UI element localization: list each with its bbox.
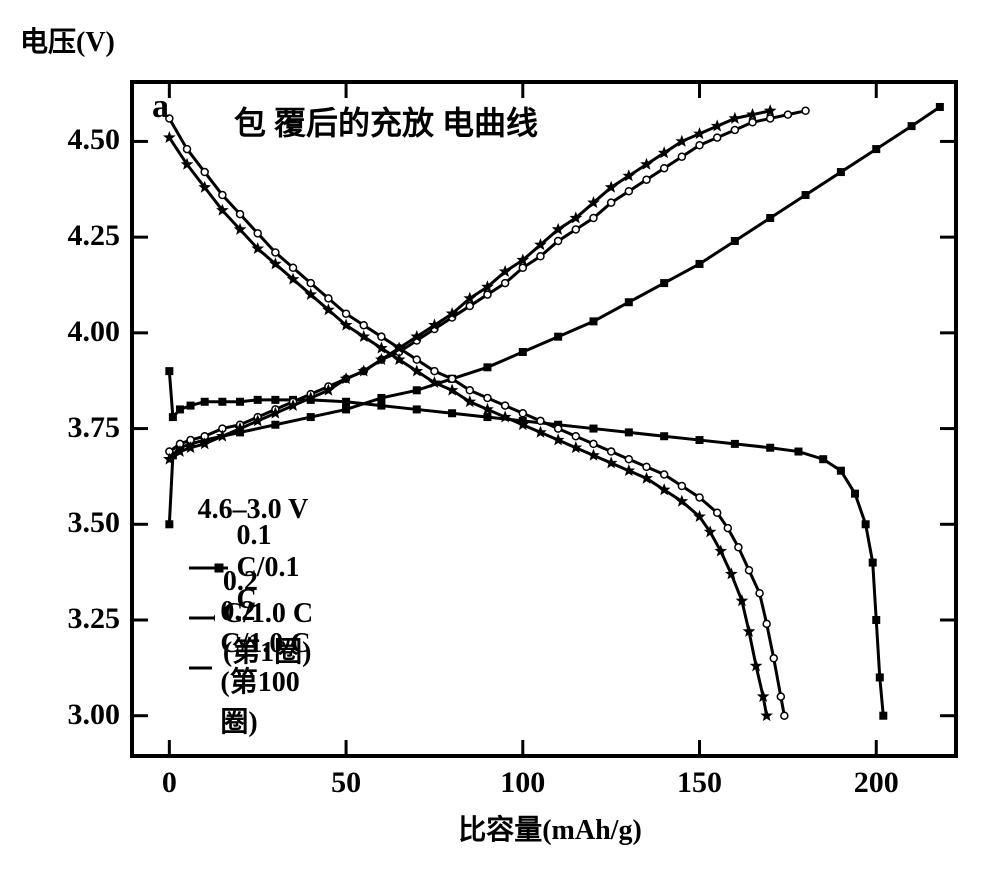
y-tick-label: 4.25	[40, 219, 120, 253]
x-axis-label: 比容量(mAh/g)	[420, 808, 680, 848]
y-axis-label: 电压(V)	[20, 20, 115, 60]
chart-title: 包 覆后的充放 电曲线	[234, 98, 538, 144]
x-tick-label: 50	[306, 766, 386, 800]
star-icon	[187, 656, 212, 680]
x-tick-label: 100	[483, 766, 563, 800]
x-tick-label: 150	[660, 766, 740, 800]
chart-wrapper: 电压(V) a 包 覆后的充放 电曲线 4.6–3.0 V 0.1 C/0.1 …	[0, 0, 1000, 878]
legend-item: 0.2 C/1.0 C (第100圈)	[187, 643, 322, 693]
panel-label: a	[152, 88, 169, 126]
y-tick-label: 3.75	[40, 411, 120, 445]
y-tick-label: 4.50	[40, 123, 120, 157]
y-tick-label: 3.25	[40, 602, 120, 636]
y-tick-label: 4.00	[40, 315, 120, 349]
y-tick-label: 3.00	[40, 698, 120, 732]
y-tick-label: 3.50	[40, 506, 120, 540]
plot-area: a 包 覆后的充放 电曲线 4.6–3.0 V 0.1 C/0.1 C0.2 C…	[130, 80, 958, 758]
x-tick-label: 200	[836, 766, 916, 800]
legend-label: 0.2 C/1.0 C (第100圈)	[220, 596, 322, 740]
x-tick-label: 0	[129, 766, 209, 800]
circle-icon	[187, 606, 215, 630]
